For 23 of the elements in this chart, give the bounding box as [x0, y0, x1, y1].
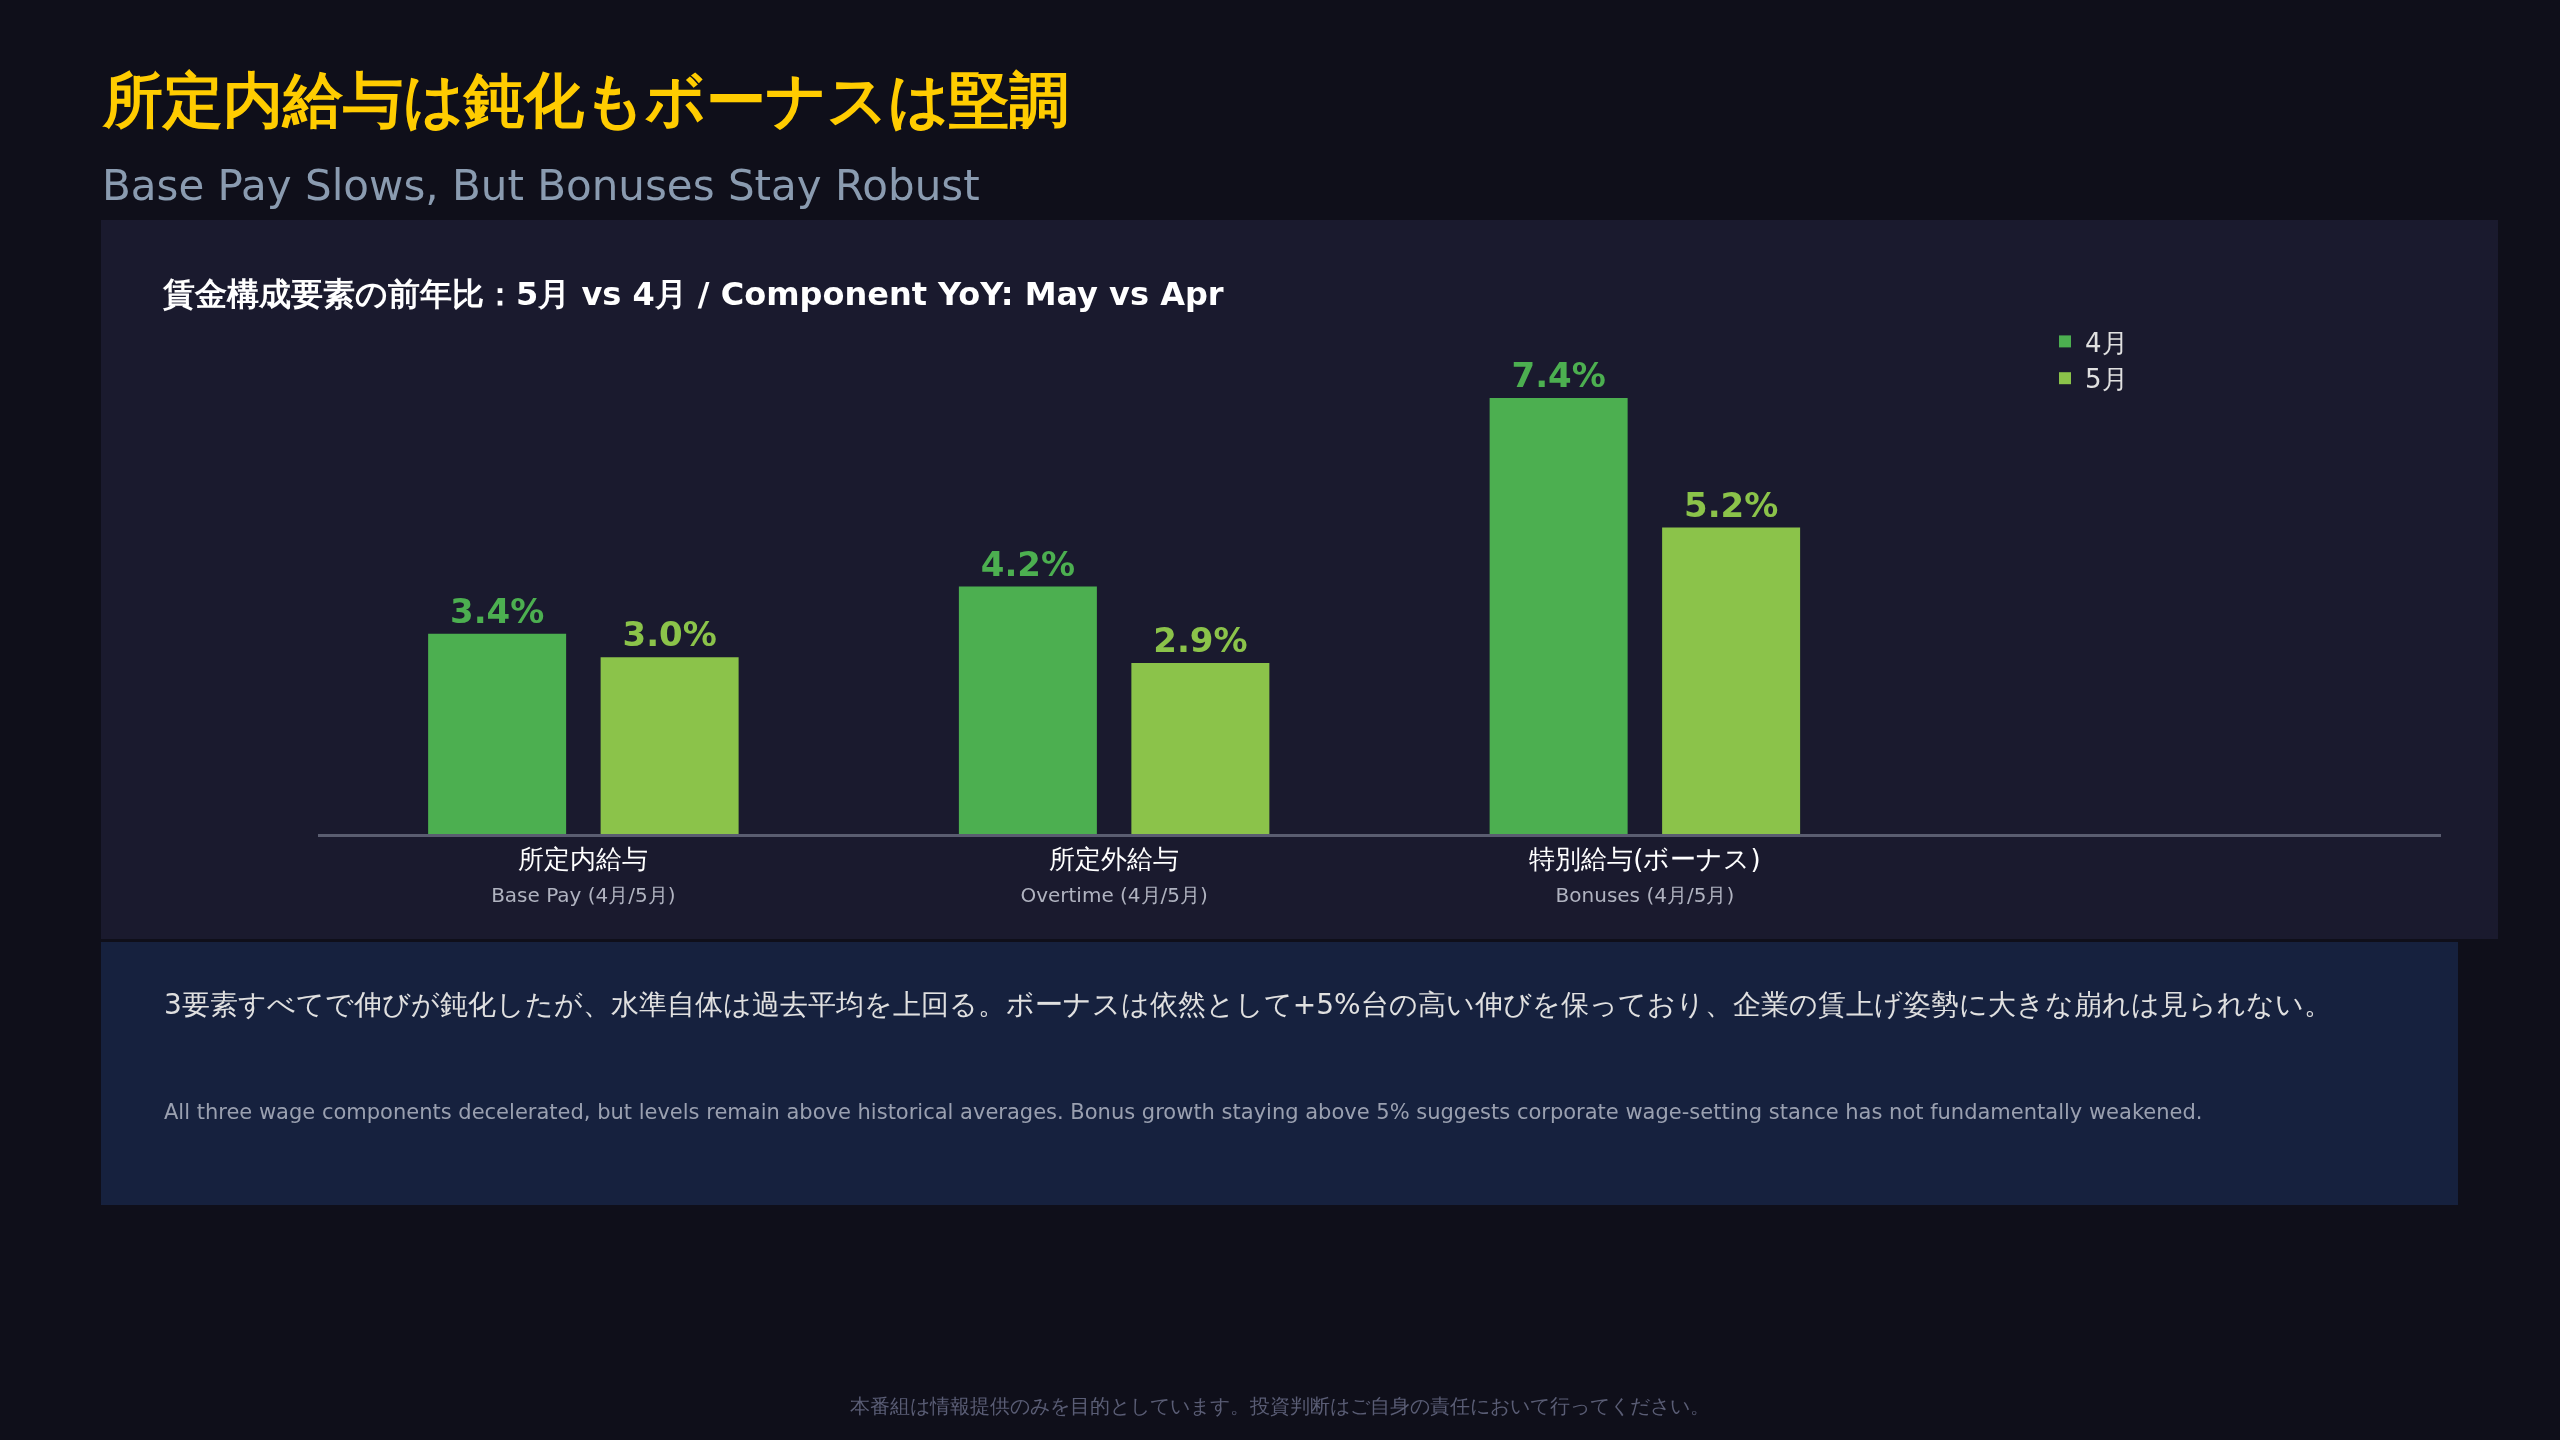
- text: 本番組は情報提供のみを目的としています。投資判断はご自身の責任において行ってください。: [850, 1394, 1710, 1418]
- legend-label: 5月: [2085, 364, 2128, 395]
- text: 3要素すべてで伸びが鈍化したが、水準自体は過去平均を上回る。ボーナスは依然として+5%台の高い伸びを保っており、企業の賃上げ姿勢に大きな崩れは見られない。: [164, 988, 2332, 1021]
- x-tick-label: 所定外給与 Overtime (4月/5月): [1020, 844, 1208, 907]
- data-label: 3.0%: [622, 614, 717, 655]
- x-tick-label: 所定内給与 Base Pay (4月/5月): [491, 844, 676, 907]
- bar: [958, 586, 1097, 834]
- chart-title: 所定内給与は鈍化もボーナスは堅調: [102, 65, 1069, 135]
- bar: [600, 657, 739, 834]
- data-label: 3.4%: [449, 590, 545, 631]
- data-label: 4.2%: [980, 543, 1076, 584]
- bar: [428, 633, 567, 834]
- text: 賃金構成要素の前年比：5月 vs 4月 / Component YoY: May vs Apr: [162, 275, 1224, 313]
- bar: [1131, 663, 1270, 834]
- bar: [1662, 527, 1801, 834]
- legend-label: 4月: [2085, 327, 2128, 358]
- data-label: 7.4%: [1511, 354, 1606, 395]
- bar: [1489, 397, 1628, 834]
- x-tick-label: 特別給与(ボーナス) Bonuses (4月/5月): [1529, 844, 1761, 907]
- text: All three wage components decelerated, but levels remain above historical averages. Bonus growth staying above 5% suggests corporate wage-setting stance has not fundamentally weakened.: [164, 1100, 2203, 1124]
- chart-subtitle: Base Pay Slows, But Bonuses Stay Robust: [102, 161, 980, 210]
- data-label: 5.2%: [1683, 484, 1779, 525]
- data-label: 2.9%: [1153, 620, 1248, 661]
